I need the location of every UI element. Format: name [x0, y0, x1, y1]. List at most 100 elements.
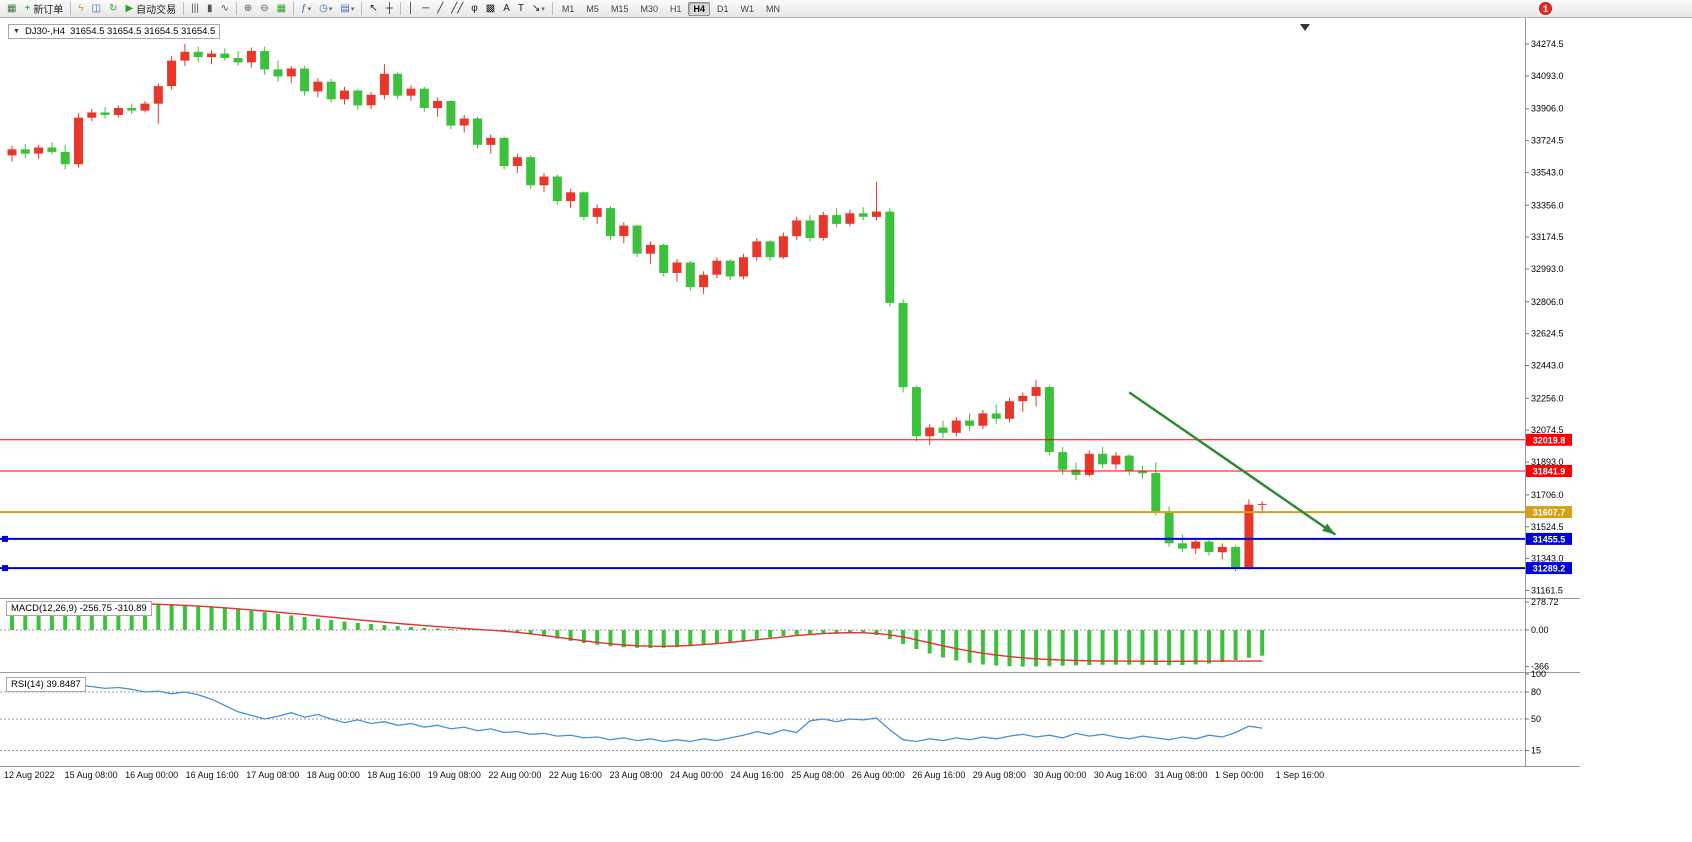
svg-text:24 Aug 16:00: 24 Aug 16:00	[731, 770, 784, 780]
text-icon: A	[503, 2, 510, 14]
time-axis[interactable]: 12 Aug 2022 15 Aug 08:00 16 Aug 00:00 16 Au…	[4, 770, 1324, 780]
auto-trading-label: 自动交易	[136, 5, 177, 16]
timeframe-m5-button[interactable]: M5	[586, 3, 599, 14]
indicators-icon: ƒ	[301, 2, 307, 14]
periods-button[interactable]: ◷ ▾	[316, 0, 335, 17]
rsi-title: RSI(14) 39.8487	[11, 678, 81, 690]
line-chart-mode-button[interactable]: ∿	[217, 0, 231, 17]
arrows-button[interactable]: ↘ ▾	[529, 0, 548, 17]
equidistant-channel-button[interactable]: ╱╱	[448, 0, 466, 17]
svg-text:50: 50	[1531, 714, 1541, 724]
timeframe-m1-button[interactable]: M1	[561, 3, 575, 14]
text-label-button[interactable]: T	[515, 0, 527, 17]
timeframe-h1-button[interactable]: H1	[669, 3, 682, 14]
svg-text:34274.5: 34274.5	[1531, 39, 1564, 49]
tile-windows-button[interactable]: ▦	[274, 0, 289, 17]
chart-plot-surface[interactable]	[0, 18, 1525, 766]
text-button[interactable]: A	[500, 0, 513, 17]
cursor-button[interactable]: ↖	[366, 0, 380, 17]
cursor-icon: ↖	[369, 2, 378, 14]
svg-text:30 Aug 16:00: 30 Aug 16:00	[1094, 770, 1147, 780]
hline-handle[interactable]	[2, 535, 8, 542]
svg-text:33724.5: 33724.5	[1531, 136, 1564, 146]
price-axis[interactable]: 34274.5 34093.0 33906.0 33724.5 33543.0 33356…	[1525, 39, 1572, 756]
svg-text:18 Aug 16:00: 18 Aug 16:00	[367, 770, 420, 780]
svg-text:0.00: 0.00	[1531, 625, 1549, 635]
svg-text:32993.0: 32993.0	[1531, 264, 1564, 274]
svg-text:16 Aug 16:00: 16 Aug 16:00	[186, 770, 239, 780]
svg-text:31841.9: 31841.9	[1533, 467, 1566, 477]
trendline-icon: ╱	[437, 2, 444, 14]
svg-text:29 Aug 08:00: 29 Aug 08:00	[973, 770, 1026, 780]
shapes-button[interactable]: ▩	[483, 0, 498, 17]
chart-window: 34274.5 34093.0 33906.0 33724.5 33543.0 33356…	[0, 18, 1692, 842]
chart-ohlc-header: ▼ DJ30-,H4 31654.5 31654.5 31654.5 31654…	[8, 24, 221, 39]
horizontal-line-button[interactable]: ─	[419, 0, 432, 17]
fibonacci-button[interactable]: φ	[468, 0, 480, 17]
macd-indicator-label: MACD(12,26,9) -256.75 -310.89	[6, 601, 152, 616]
timeframe-h4-button[interactable]: H4	[688, 1, 710, 16]
new-order-label: 新订单	[33, 5, 64, 16]
trendline-button[interactable]: ╱	[434, 0, 446, 17]
svg-text:31343.0: 31343.0	[1531, 554, 1564, 564]
timeframe-m15-button[interactable]: M15	[610, 3, 629, 14]
svg-text:24 Aug 00:00: 24 Aug 00:00	[670, 770, 723, 780]
crosshair-icon: ┼	[385, 2, 393, 14]
toolbar-separator	[293, 2, 295, 15]
vertical-line-button[interactable]: │	[405, 0, 417, 17]
new-order-icon: +	[24, 2, 31, 14]
chart-canvas[interactable]: 34274.5 34093.0 33906.0 33724.5 33543.0 33356…	[0, 18, 1692, 842]
indicators-button[interactable]: ƒ ▾	[298, 0, 314, 17]
new-order-button[interactable]: + 新订单	[21, 0, 66, 17]
bar-chart-mode-icon: |||	[191, 2, 199, 14]
svg-text:26 Aug 16:00: 26 Aug 16:00	[912, 770, 965, 780]
auto-trading-icon: ▶	[125, 2, 134, 14]
main-toolbar: 1 ▦ + 新订单 ϟ ◫ ↻ ▶ 自动交易 ||| ▮ ∿ ⊕ ⊖ ▦ ƒ ▾ ◷ ▾ ▤ ▾ ↖ ┼ │ ─ ╱ ╱╱ φ ▩ A T…	[0, 0, 1692, 18]
market-watch-button[interactable]: ◫	[89, 0, 104, 17]
svg-text:22 Aug 16:00: 22 Aug 16:00	[549, 770, 602, 780]
timeframe-w1-button[interactable]: W1	[740, 3, 755, 14]
ohlc-values: 31654.5 31654.5 31654.5 31654.5	[70, 25, 216, 37]
timeframe-mn-button[interactable]: MN	[766, 3, 781, 14]
hline-handle[interactable]	[2, 565, 8, 572]
zoom-out-button[interactable]: ⊖	[257, 0, 271, 17]
fibonacci-icon: φ	[471, 2, 478, 14]
svg-text:33356.0: 33356.0	[1531, 200, 1564, 210]
periods-icon: ◷	[319, 2, 328, 14]
price-tag	[1526, 532, 1572, 545]
new-chart-button[interactable]: ▦	[4, 0, 19, 17]
zoom-in-button[interactable]: ⊕	[241, 0, 255, 17]
notification-badge[interactable]: 1	[1539, 2, 1552, 15]
zoom-in-icon: ⊕	[243, 2, 253, 14]
svg-text:33174.5: 33174.5	[1531, 232, 1564, 242]
auto-trading-button[interactable]: ▶ 自动交易	[122, 0, 179, 17]
svg-text:23 Aug 08:00: 23 Aug 08:00	[610, 770, 663, 780]
bar-chart-mode-button[interactable]: |||	[188, 0, 202, 17]
candlestick-mode-button[interactable]: ▮	[204, 0, 216, 17]
timeframe-d1-button[interactable]: D1	[717, 3, 729, 14]
crosshair-button[interactable]: ┼	[383, 0, 396, 17]
toolbar-separator	[183, 2, 185, 15]
quick-trade-icon: ϟ	[78, 2, 84, 14]
svg-text:1 Sep 16:00: 1 Sep 16:00	[1276, 770, 1325, 780]
chart-shift-marker-icon[interactable]	[1300, 24, 1310, 31]
templates-icon: ▤	[340, 2, 350, 14]
macd-title: MACD(12,26,9) -256.75 -310.89	[11, 602, 147, 614]
svg-text:34093.0: 34093.0	[1531, 71, 1564, 81]
svg-text:16 Aug 00:00: 16 Aug 00:00	[125, 770, 178, 780]
rsi-panel	[0, 684, 1525, 751]
svg-text:80: 80	[1531, 687, 1541, 697]
quick-trade-button[interactable]: ϟ	[75, 0, 86, 17]
vertical-line-icon: │	[407, 2, 415, 14]
svg-text:31289.2: 31289.2	[1533, 564, 1566, 574]
trend-arrow[interactable]	[1128, 391, 1337, 536]
candles-layer	[7, 44, 1267, 572]
templates-button[interactable]: ▤ ▾	[337, 0, 357, 17]
svg-text:-366: -366	[1531, 662, 1549, 672]
chevron-down-icon: ▾	[328, 5, 333, 13]
chevron-down-icon: ▾	[541, 5, 545, 13]
collapse-icon[interactable]: ▼	[13, 27, 20, 35]
timeframe-m30-button[interactable]: M30	[640, 3, 658, 14]
horizontal-lines-layer[interactable]	[0, 439, 1525, 572]
refresh-button[interactable]: ↻	[106, 0, 120, 17]
